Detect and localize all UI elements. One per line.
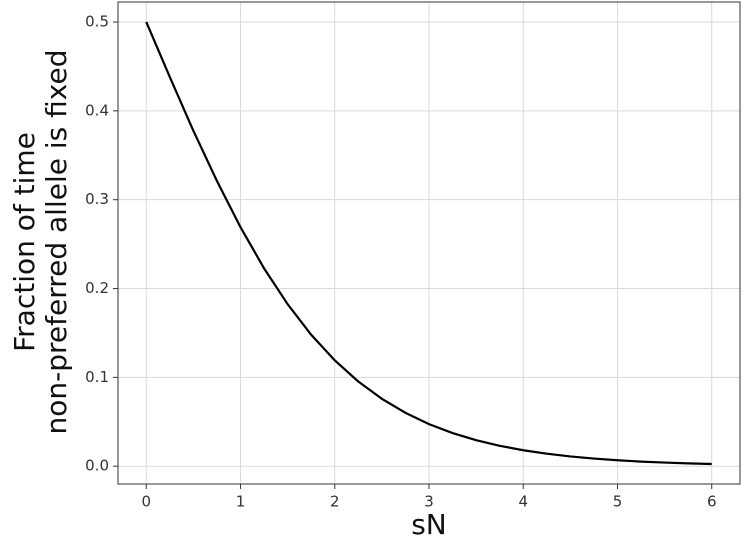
x-tick-label: 2 <box>330 493 340 511</box>
y-tick-label: 0.4 <box>85 101 109 119</box>
y-tick-label: 0.5 <box>85 12 109 30</box>
y-tick-label: 0.0 <box>85 457 109 475</box>
x-tick-label: 0 <box>141 493 151 511</box>
plot-border <box>117 1 741 485</box>
x-axis-title: sN <box>411 508 447 541</box>
line <box>145 21 712 466</box>
y-tick-label: 0.3 <box>85 190 109 208</box>
y-tick-label: 0.2 <box>85 279 109 297</box>
x-tick-label: 4 <box>518 493 528 511</box>
x-tick-label: 1 <box>236 493 246 511</box>
x-tick-label: 5 <box>613 493 623 511</box>
y-axis-title: non-preferred allele is fixed <box>40 50 73 435</box>
y-tick-label: 0.1 <box>85 368 109 386</box>
x-tick-label: 3 <box>424 493 434 511</box>
x-tick-label: 6 <box>707 493 717 511</box>
y-axis-title: Fraction of time <box>8 132 41 352</box>
